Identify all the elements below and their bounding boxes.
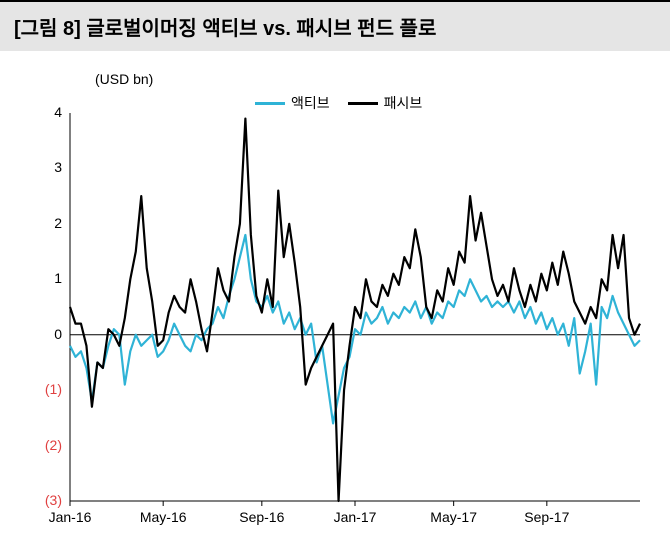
x-tick-label: Sep-16 xyxy=(239,509,284,525)
chart-svg xyxy=(15,61,655,541)
chart-title: [그림 8] 글로벌이머징 액티브 vs. 패시브 펀드 플로 xyxy=(14,12,656,41)
title-bar: [그림 8] 글로벌이머징 액티브 vs. 패시브 펀드 플로 xyxy=(0,0,670,51)
x-tick-label: Jan-17 xyxy=(334,509,377,525)
y-tick-label: (3) xyxy=(32,492,62,508)
y-tick-label: 3 xyxy=(32,159,62,175)
x-tick-label: Jan-16 xyxy=(49,509,92,525)
chart-area: (USD bn) 액티브 패시브 43210(1)(2)(3)Jan-16May… xyxy=(15,61,655,541)
y-tick-label: (2) xyxy=(32,437,62,453)
y-tick-label: 2 xyxy=(32,215,62,231)
x-tick-label: May-16 xyxy=(140,509,187,525)
y-tick-label: 0 xyxy=(32,326,62,342)
y-tick-label: 1 xyxy=(32,270,62,286)
x-tick-label: May-17 xyxy=(430,509,477,525)
y-tick-label: (1) xyxy=(32,381,62,397)
figure-container: [그림 8] 글로벌이머징 액티브 vs. 패시브 펀드 플로 (USD bn)… xyxy=(0,0,670,548)
y-tick-label: 4 xyxy=(32,104,62,120)
x-tick-label: Sep-17 xyxy=(524,509,569,525)
